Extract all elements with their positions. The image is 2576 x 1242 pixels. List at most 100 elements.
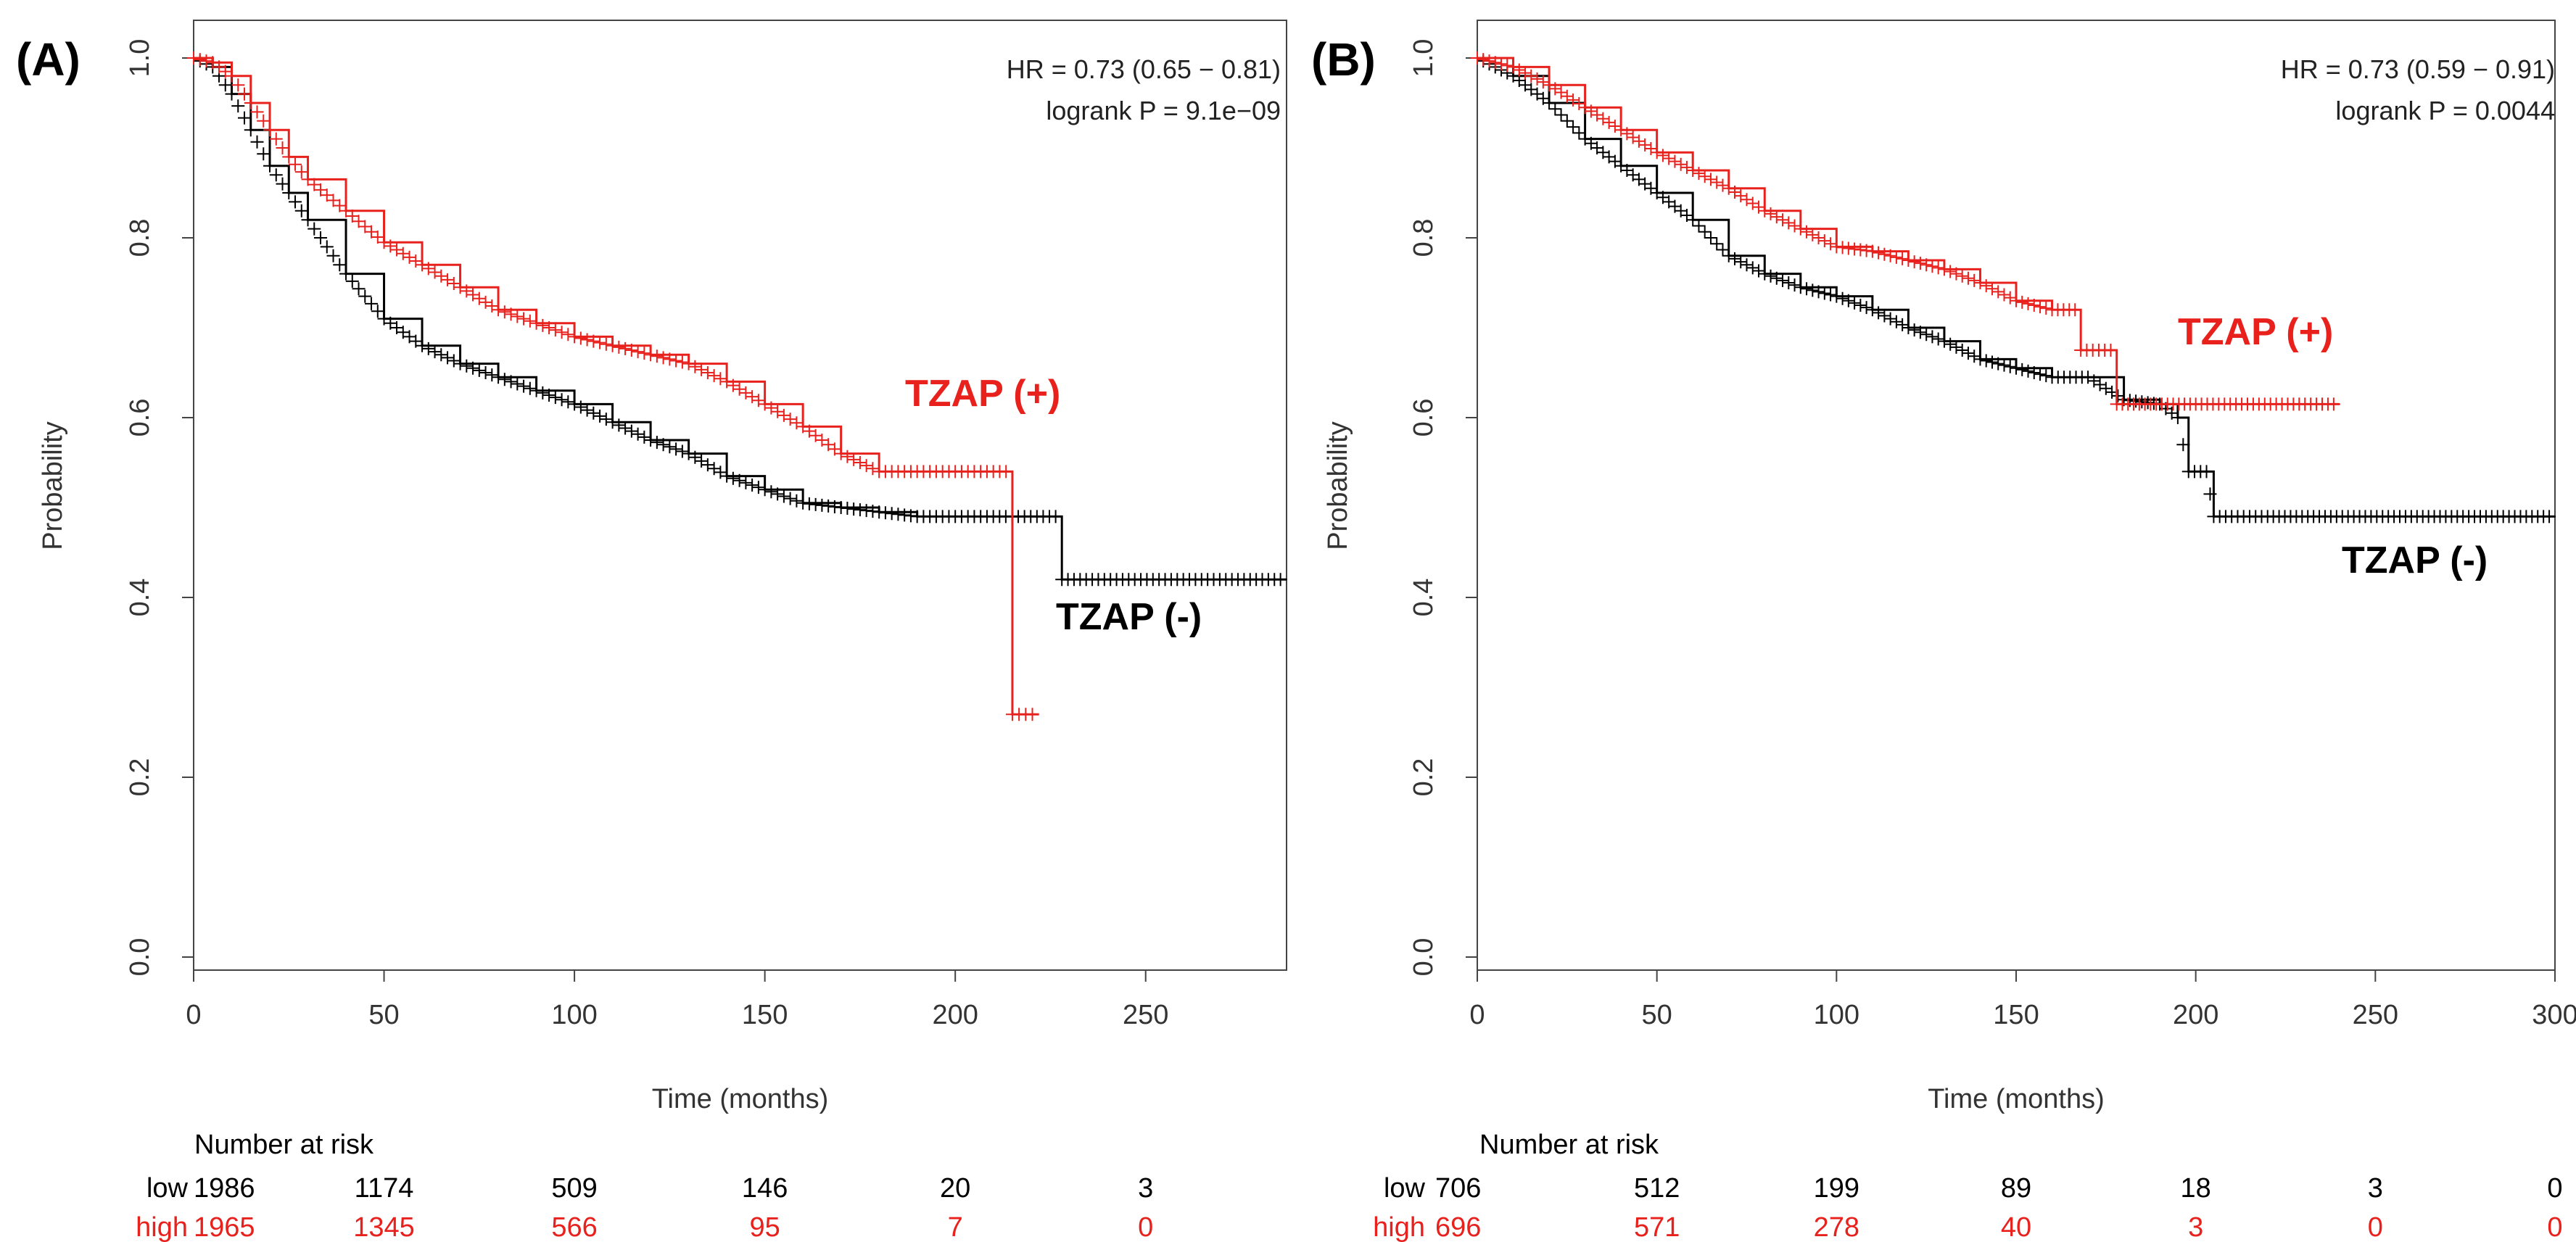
- censor-mark: [1968, 273, 1981, 287]
- censor-mark: [1776, 213, 1790, 227]
- risk-value: 3: [1138, 1173, 1153, 1204]
- censor-mark: [460, 359, 474, 373]
- censor-mark: [1848, 242, 1862, 256]
- censor-mark: [1722, 249, 1735, 262]
- y-tick-label: 0.4: [1408, 579, 1439, 617]
- censor-mark: [1477, 53, 1490, 67]
- censor-mark: [2021, 364, 2035, 378]
- panel-label: (B): [1311, 33, 1376, 86]
- tzap-negative-label: TZAP (-): [2342, 539, 2488, 581]
- risk-value: 0: [2368, 1212, 2383, 1242]
- censor-mark: [1740, 258, 1754, 272]
- censor-marks: [187, 51, 1287, 587]
- censor-mark: [746, 390, 759, 404]
- censor-mark: [682, 357, 695, 370]
- censor-mark: [1626, 131, 1640, 144]
- censor-mark: [434, 269, 448, 283]
- risk-value: 1986: [194, 1173, 255, 1204]
- risk-value: 89: [2001, 1173, 2031, 1204]
- censor-mark: [841, 450, 854, 463]
- y-axis-title: Probability: [1323, 421, 1353, 550]
- censor-mark: [263, 159, 277, 173]
- risk-value: 1965: [194, 1212, 255, 1242]
- censor-mark: [1495, 57, 1508, 71]
- censor-mark: [631, 427, 645, 441]
- censor-mark: [307, 222, 321, 236]
- censor-mark: [885, 507, 899, 521]
- censor-mark: [841, 502, 854, 516]
- censor-mark: [656, 438, 670, 452]
- censor-mark: [1644, 142, 1658, 156]
- censor-mark: [1746, 261, 1759, 275]
- censor-mark: [225, 69, 239, 83]
- censor-mark: [269, 132, 283, 146]
- censor-mark: [1949, 340, 1963, 354]
- censor-mark: [269, 168, 283, 182]
- censor-mark: [1734, 255, 1748, 269]
- censor-mark: [1800, 282, 1814, 296]
- censor-mark: [447, 354, 461, 368]
- censor-mark: [1889, 315, 1903, 328]
- censor-mark: [1817, 234, 1831, 248]
- x-tick-label: 250: [2353, 1000, 2398, 1030]
- censor-mark: [732, 382, 746, 396]
- censor-mark: [1812, 285, 1825, 299]
- censor-mark: [2543, 510, 2556, 523]
- plot-frame: [193, 20, 1287, 971]
- censor-mark: [225, 87, 239, 101]
- risk-value: 566: [551, 1212, 597, 1242]
- censor-mark: [714, 465, 727, 479]
- censor-mark: [1865, 244, 1879, 258]
- risk-value: 20: [940, 1173, 970, 1204]
- censor-mark: [1770, 210, 1783, 224]
- censor-mark: [1548, 102, 1562, 116]
- censor-mark: [1979, 354, 1993, 368]
- censor-mark: [1782, 276, 1796, 289]
- censor-mark: [853, 456, 867, 469]
- censor-mark: [409, 254, 423, 268]
- x-tick-label: 200: [2173, 1000, 2218, 1030]
- censor-mark: [2129, 394, 2143, 408]
- censor-mark: [2104, 344, 2118, 357]
- censor-mark: [1902, 321, 1915, 334]
- censor-mark: [1662, 152, 1676, 165]
- censor-mark: [1488, 56, 1502, 70]
- censor-mark: [1025, 708, 1039, 721]
- censor-mark: [1824, 288, 1838, 302]
- censor-mark: [434, 348, 448, 362]
- risk-value: 7: [948, 1212, 963, 1242]
- censor-mark: [523, 381, 537, 395]
- censor-mark: [580, 403, 594, 417]
- censor-mark: [504, 375, 518, 389]
- censor-mark: [1668, 154, 1682, 168]
- censor-mark: [847, 452, 861, 466]
- censor-mark: [663, 352, 677, 366]
- censor-mark: [555, 326, 569, 339]
- censor-mark: [1865, 303, 1879, 317]
- censor-mark: [790, 494, 804, 508]
- risk-value: 512: [1634, 1173, 1680, 1204]
- censor-mark: [574, 331, 587, 345]
- tzap-negative-label: TZAP (-): [1056, 596, 1202, 638]
- censor-mark: [244, 123, 257, 137]
- censor-mark: [529, 384, 543, 397]
- censor-mark: [472, 291, 486, 305]
- censor-mark: [1698, 170, 1712, 183]
- censor-mark: [339, 267, 353, 281]
- censor-mark: [1985, 282, 1999, 296]
- censor-mark: [587, 334, 600, 348]
- censor-mark: [1716, 178, 1730, 192]
- risk-value: 18: [2181, 1173, 2211, 1204]
- censor-mark: [1883, 249, 1897, 262]
- censor-mark: [663, 440, 677, 454]
- censor-mark: [345, 274, 359, 288]
- censor-mark: [441, 351, 455, 365]
- censor-mark: [365, 297, 379, 310]
- censor-mark: [771, 405, 785, 418]
- censor-mark: [1902, 254, 1915, 267]
- censor-mark: [1812, 231, 1825, 244]
- censor-mark: [1878, 247, 1891, 261]
- censor-mark: [624, 344, 638, 357]
- censor-mark: [294, 165, 308, 179]
- censor-mark: [1830, 289, 1844, 303]
